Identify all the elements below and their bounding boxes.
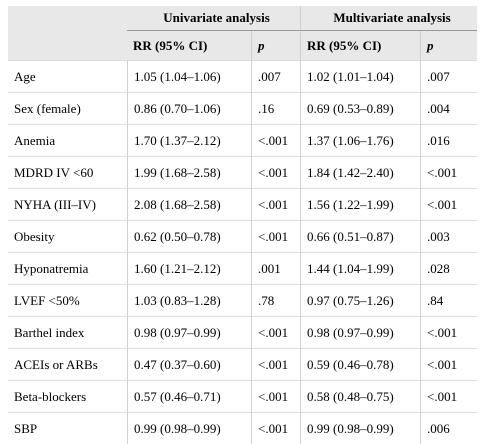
- univariate-p-cell: <.001: [251, 316, 300, 348]
- univariate-rr-cell: 0.99 (0.98–0.99): [127, 412, 251, 444]
- header-multivariate-analysis: Multivariate analysis: [300, 6, 477, 31]
- results-table: Univariate analysis Multivariate analysi…: [8, 6, 477, 444]
- multivariate-rr-cell: 1.44 (1.04–1.99): [300, 252, 420, 284]
- multivariate-p-cell: .003: [420, 220, 477, 252]
- univariate-rr-cell: 0.98 (0.97–0.99): [127, 316, 251, 348]
- multivariate-rr-cell: 0.66 (0.51–0.87): [300, 220, 420, 252]
- multivariate-p-cell: <.001: [420, 348, 477, 380]
- univariate-rr-cell: 0.47 (0.37–0.60): [127, 348, 251, 380]
- table-row: Obesity 0.62 (0.50–0.78) <.001 0.66 (0.51–0…: [8, 220, 477, 252]
- univariate-p-cell: <.001: [251, 124, 300, 156]
- row-label: Anemia: [8, 124, 127, 156]
- header-blank: [8, 6, 127, 31]
- table-row: NYHA (III–IV) 2.08 (1.68–2.58) <.001 1.56 (…: [8, 188, 477, 220]
- table-row: SBP 0.99 (0.98–0.99) <.001 0.99 (0.98–0.99)…: [8, 412, 477, 444]
- table-body: Age 1.05 (1.04–1.06) .007 1.02 (1.01–1.04).…: [8, 60, 477, 444]
- multivariate-rr-cell: 0.98 (0.97–0.99): [300, 316, 420, 348]
- header-p-univariate: p: [251, 31, 300, 60]
- table-row: Age 1.05 (1.04–1.06) .007 1.02 (1.01–1.04).…: [8, 60, 477, 92]
- univariate-rr-cell: 0.86 (0.70–1.06): [127, 92, 251, 124]
- header-univariate-analysis: Univariate analysis: [127, 6, 300, 31]
- multivariate-rr-cell: 1.84 (1.42–2.40): [300, 156, 420, 188]
- univariate-rr-cell: 2.08 (1.68–2.58): [127, 188, 251, 220]
- header-rr-univariate: RR (95% CI): [127, 31, 251, 60]
- multivariate-rr-cell: 1.02 (1.01–1.04): [300, 60, 420, 92]
- univariate-rr-cell: 1.99 (1.68–2.58): [127, 156, 251, 188]
- multivariate-rr-cell: 0.58 (0.48–0.75): [300, 380, 420, 412]
- univariate-p-cell: <.001: [251, 156, 300, 188]
- univariate-p-cell: <.001: [251, 412, 300, 444]
- row-label: Barthel index: [8, 316, 127, 348]
- univariate-p-cell: <.001: [251, 188, 300, 220]
- table-header: Univariate analysis Multivariate analysi…: [8, 6, 477, 60]
- multivariate-p-cell: <.001: [420, 316, 477, 348]
- univariate-rr-cell: 0.62 (0.50–0.78): [127, 220, 251, 252]
- univariate-rr-cell: 1.60 (1.21–2.12): [127, 252, 251, 284]
- multivariate-p-cell: <.001: [420, 156, 477, 188]
- multivariate-rr-cell: 0.69 (0.53–0.89): [300, 92, 420, 124]
- table-row: LVEF <50% 1.03 (0.83–1.28) .78 0.97 (0.75–1…: [8, 284, 477, 316]
- univariate-rr-cell: 0.57 (0.46–0.71): [127, 380, 251, 412]
- multivariate-rr-cell: 0.99 (0.98–0.99): [300, 412, 420, 444]
- row-label: LVEF <50%: [8, 284, 127, 316]
- multivariate-rr-cell: 0.59 (0.46–0.78): [300, 348, 420, 380]
- univariate-p-cell: .001: [251, 252, 300, 284]
- multivariate-p-cell: .028: [420, 252, 477, 284]
- multivariate-p-cell: .016: [420, 124, 477, 156]
- univariate-p-cell: .78: [251, 284, 300, 316]
- multivariate-p-cell: <.001: [420, 380, 477, 412]
- table-row: Sex (female) 0.86 (0.70–1.06) .16 0.69 (0.5…: [8, 92, 477, 124]
- univariate-p-cell: <.001: [251, 220, 300, 252]
- univariate-p-cell: .16: [251, 92, 300, 124]
- row-label: Age: [8, 60, 127, 92]
- univariate-p-cell: .007: [251, 60, 300, 92]
- table-row: Beta-blockers 0.57 (0.46–0.71) <.001 0.58 (…: [8, 380, 477, 412]
- table-row: ACEIs or ARBs 0.47 (0.37–0.60) <.001 0.59 (…: [8, 348, 477, 380]
- univariate-p-cell: <.001: [251, 380, 300, 412]
- row-label: SBP: [8, 412, 127, 444]
- multivariate-p-cell: <.001: [420, 188, 477, 220]
- multivariate-p-cell: .004: [420, 92, 477, 124]
- univariate-rr-cell: 1.05 (1.04–1.06): [127, 60, 251, 92]
- multivariate-p-cell: .006: [420, 412, 477, 444]
- univariate-rr-cell: 1.70 (1.37–2.12): [127, 124, 251, 156]
- table-row: Hyponatremia 1.60 (1.21–2.12) .001 1.44 (1.…: [8, 252, 477, 284]
- row-label: Hyponatremia: [8, 252, 127, 284]
- univariate-rr-cell: 1.03 (0.83–1.28): [127, 284, 251, 316]
- table-row: MDRD IV <60 1.99 (1.68–2.58) <.001 1.84 (1.…: [8, 156, 477, 188]
- header-p-multivariate: p: [420, 31, 477, 60]
- row-label: Sex (female): [8, 92, 127, 124]
- row-label: NYHA (III–IV): [8, 188, 127, 220]
- multivariate-p-cell: .84: [420, 284, 477, 316]
- table-row: Anemia 1.70 (1.37–2.12) <.001 1.37 (1.06–1.…: [8, 124, 477, 156]
- multivariate-rr-cell: 1.37 (1.06–1.76): [300, 124, 420, 156]
- table-row: Barthel index 0.98 (0.97–0.99) <.001 0.98 (…: [8, 316, 477, 348]
- row-label: ACEIs or ARBs: [8, 348, 127, 380]
- row-label: MDRD IV <60: [8, 156, 127, 188]
- univariate-p-cell: <.001: [251, 348, 300, 380]
- multivariate-rr-cell: 1.56 (1.22–1.99): [300, 188, 420, 220]
- row-label: Obesity: [8, 220, 127, 252]
- multivariate-p-cell: .007: [420, 60, 477, 92]
- row-label: Beta-blockers: [8, 380, 127, 412]
- header-blank-2: [8, 31, 127, 60]
- multivariate-rr-cell: 0.97 (0.75–1.26): [300, 284, 420, 316]
- header-rr-multivariate: RR (95% CI): [300, 31, 420, 60]
